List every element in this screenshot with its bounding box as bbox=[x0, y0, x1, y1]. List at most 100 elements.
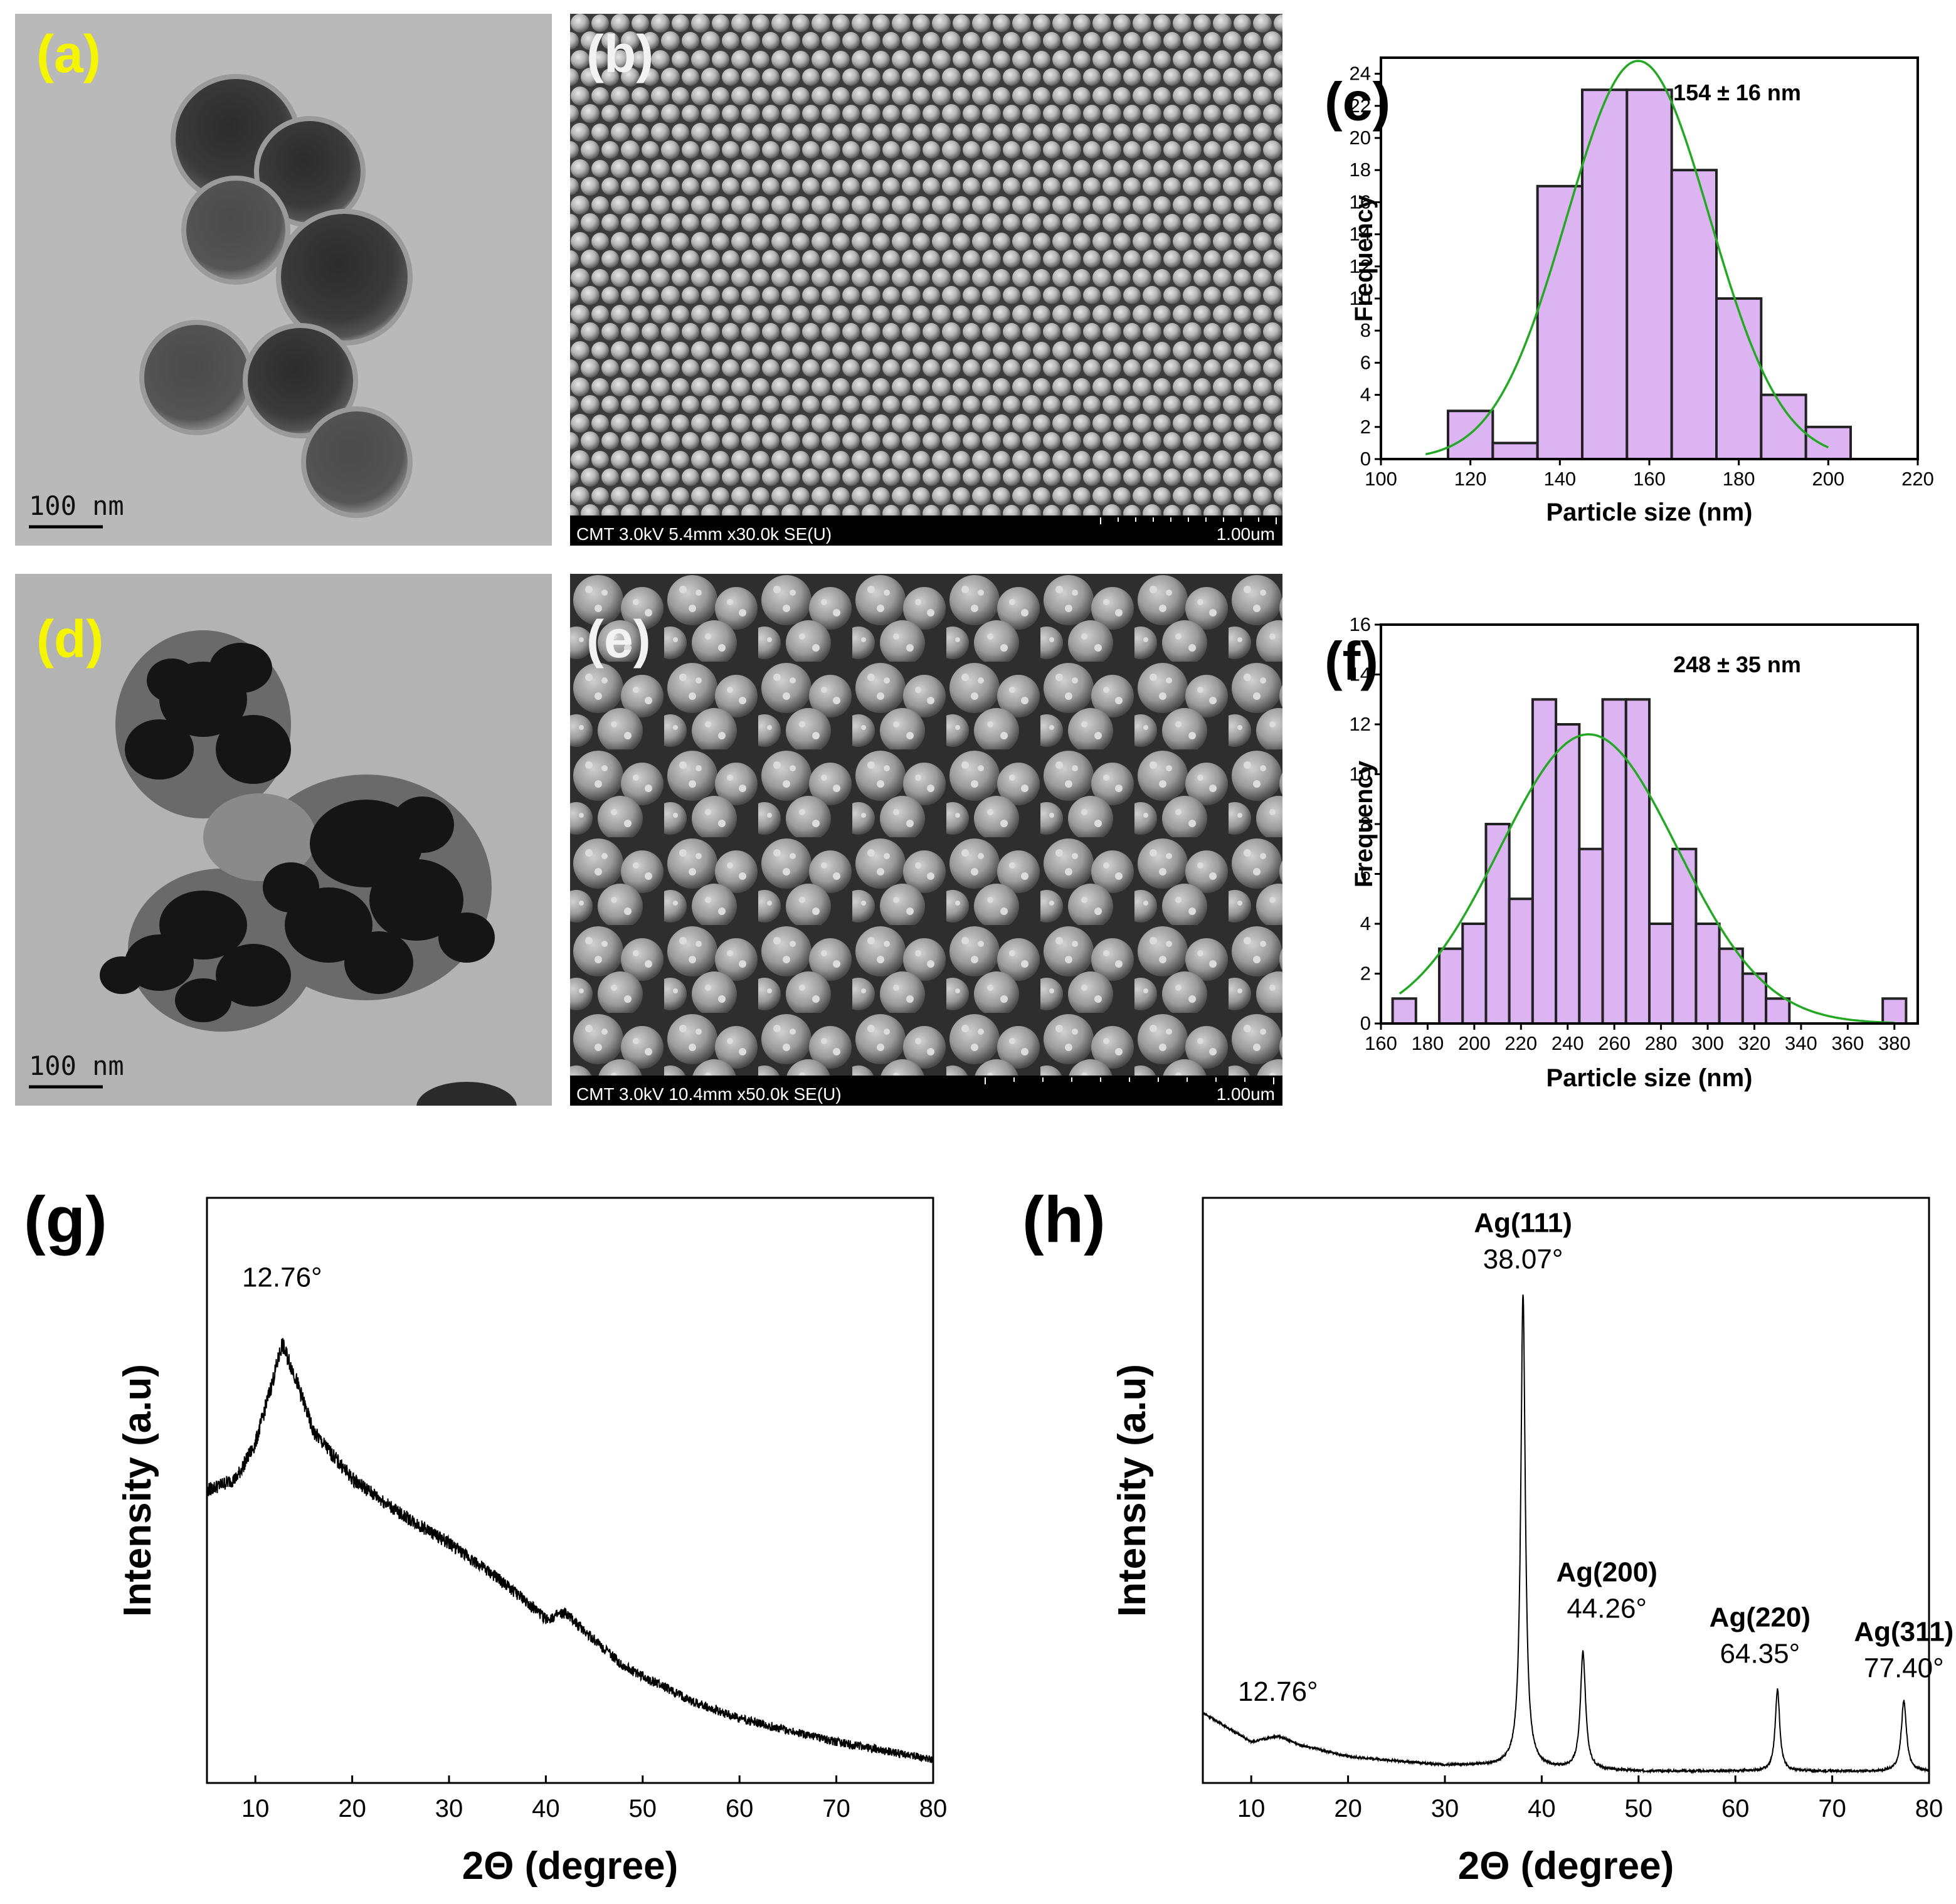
size-annotation: 154 ± 16 nm bbox=[1673, 80, 1801, 105]
sem-scale-text-e: 1.00um bbox=[1216, 1084, 1275, 1104]
y-tick-label: 14 bbox=[1350, 223, 1371, 245]
x-tick-label: 140 bbox=[1543, 468, 1576, 490]
peak-annotation: 38.07° bbox=[1483, 1244, 1563, 1274]
tem-image-d bbox=[15, 574, 552, 1106]
x-tick-label: 10 bbox=[1237, 1795, 1266, 1822]
micrograph-e: (e) CMT 3.0kV 10.4mm x50.0k SE(U) 1.00um bbox=[570, 574, 1282, 1106]
x-tick-label: 10 bbox=[241, 1795, 270, 1822]
x-tick-label: 300 bbox=[1691, 1032, 1724, 1054]
y-axis-label: Intensity (a.u) bbox=[116, 1364, 159, 1617]
y-tick-label: 14 bbox=[1350, 664, 1371, 685]
panel-label-g: (g) bbox=[24, 1183, 107, 1256]
y-tick-label: 18 bbox=[1350, 159, 1371, 181]
y-tick-label: 2 bbox=[1360, 416, 1371, 438]
xrd-trace bbox=[206, 1338, 934, 1764]
peak-annotation: Ag(311) bbox=[1854, 1616, 1953, 1647]
micrograph-a: (a) 100 nm bbox=[15, 14, 552, 546]
particle bbox=[301, 406, 413, 518]
y-tick-label: 4 bbox=[1360, 384, 1371, 406]
peak-annotation: 44.26° bbox=[1567, 1593, 1647, 1624]
y-tick-label: 4 bbox=[1360, 912, 1371, 934]
peak-annotation: Ag(111) bbox=[1474, 1207, 1572, 1238]
histogram-bar bbox=[1461, 923, 1488, 1025]
x-tick-label: 200 bbox=[1812, 468, 1844, 490]
y-tick-label: 10 bbox=[1350, 763, 1371, 785]
x-tick-label: 60 bbox=[1721, 1795, 1750, 1822]
y-tick-label: 22 bbox=[1350, 95, 1371, 117]
particle bbox=[276, 209, 413, 346]
histogram-bar bbox=[1531, 698, 1558, 1025]
x-tick-label: 200 bbox=[1458, 1032, 1491, 1054]
histogram-bar bbox=[1601, 698, 1627, 1025]
histogram-bar bbox=[1491, 442, 1539, 461]
histogram-bar bbox=[1804, 425, 1853, 460]
y-tick-label: 6 bbox=[1360, 351, 1371, 373]
y-tick-label: 24 bbox=[1350, 63, 1371, 85]
x-axis-label: Particle size (nm) bbox=[1546, 1064, 1752, 1092]
x-tick-label: 260 bbox=[1598, 1032, 1631, 1054]
plot-frame bbox=[206, 1197, 934, 1784]
xrd-trace bbox=[1202, 1294, 1930, 1775]
particle bbox=[243, 323, 358, 438]
x-tick-label: 40 bbox=[1528, 1795, 1556, 1822]
x-tick-label: 30 bbox=[435, 1795, 463, 1822]
sem-scale-text-b: 1.00um bbox=[1216, 524, 1275, 544]
panel-label-b: (b) bbox=[586, 24, 654, 83]
x-tick-label: 380 bbox=[1878, 1032, 1911, 1054]
histogram-bar bbox=[1718, 947, 1744, 1025]
sem-image-e bbox=[570, 574, 1282, 1106]
x-tick-label: 60 bbox=[726, 1795, 754, 1822]
gaussian-fit-line bbox=[1425, 60, 1829, 456]
micrograph-b: (b) CMT 3.0kV 5.4mm x30.0k SE(U) 1.00um bbox=[570, 14, 1282, 546]
x-tick-label: 220 bbox=[1504, 1032, 1537, 1054]
x-tick-label: 100 bbox=[1365, 468, 1397, 490]
x-tick-label: 340 bbox=[1785, 1032, 1817, 1054]
x-tick-label: 50 bbox=[1625, 1795, 1653, 1822]
y-tick-label: 20 bbox=[1350, 127, 1371, 149]
x-tick-label: 160 bbox=[1365, 1032, 1397, 1054]
x-tick-label: 180 bbox=[1723, 468, 1755, 490]
x-tick-label: 80 bbox=[919, 1795, 948, 1822]
histogram-bar bbox=[1438, 947, 1464, 1025]
x-tick-label: 180 bbox=[1412, 1032, 1444, 1054]
panel-label-c: (c) bbox=[1324, 72, 1390, 132]
y-tick-label: 8 bbox=[1360, 319, 1371, 341]
x-axis-label: 2Θ (degree) bbox=[1458, 1844, 1674, 1888]
panel-label-a: (a) bbox=[36, 24, 101, 83]
peak-annotation: Ag(220) bbox=[1710, 1602, 1811, 1633]
y-tick-label: 12 bbox=[1350, 713, 1371, 735]
histogram-bar bbox=[1536, 184, 1584, 460]
sem-texture-e bbox=[570, 574, 1282, 1076]
histogram-bar bbox=[1624, 698, 1651, 1025]
y-tick-label: 0 bbox=[1360, 448, 1371, 470]
scale-bar-text-d: 100 nm bbox=[29, 1050, 124, 1081]
panel-label-d: (d) bbox=[36, 610, 104, 669]
x-tick-label: 20 bbox=[338, 1795, 366, 1822]
peak-annotation: 12.76° bbox=[1238, 1676, 1318, 1707]
panel-label-e: (e) bbox=[586, 610, 651, 669]
histogram-bar bbox=[1391, 997, 1417, 1025]
panel-label-h: (h) bbox=[1022, 1183, 1106, 1256]
tem-image-a bbox=[15, 14, 552, 546]
x-tick-label: 80 bbox=[1915, 1795, 1943, 1822]
histogram-bar bbox=[1648, 923, 1674, 1025]
peak-annotation: 77.40° bbox=[1864, 1653, 1944, 1683]
histogram-bar bbox=[1626, 88, 1673, 460]
scale-bar-text-a: 100 nm bbox=[29, 490, 124, 521]
x-tick-label: 70 bbox=[1818, 1795, 1846, 1822]
sem-scale-ticks-b bbox=[1100, 517, 1277, 524]
y-tick-label: 8 bbox=[1360, 813, 1371, 835]
particle bbox=[181, 176, 290, 285]
histogram-bar bbox=[1765, 997, 1791, 1025]
xrd-chart-h: 10 20 30 40 50 60 70 80 12.76° Ag(111) 38.07° Ag(20… bbox=[1022, 1183, 1953, 1888]
x-tick-label: 120 bbox=[1454, 468, 1487, 490]
sem-info-text-b: CMT 3.0kV 5.4mm x30.0k SE(U) bbox=[576, 524, 832, 544]
histogram-bar bbox=[1694, 923, 1721, 1025]
x-tick-label: 50 bbox=[629, 1795, 657, 1822]
x-tick-label: 40 bbox=[532, 1795, 560, 1822]
histogram-bar bbox=[1508, 897, 1534, 1025]
y-tick-label: 16 bbox=[1350, 613, 1371, 635]
peak-annotation: 64.35° bbox=[1720, 1639, 1800, 1669]
y-tick-label: 12 bbox=[1350, 255, 1371, 277]
